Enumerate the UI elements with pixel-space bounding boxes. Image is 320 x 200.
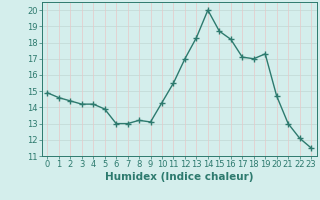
X-axis label: Humidex (Indice chaleur): Humidex (Indice chaleur) [105, 172, 253, 182]
